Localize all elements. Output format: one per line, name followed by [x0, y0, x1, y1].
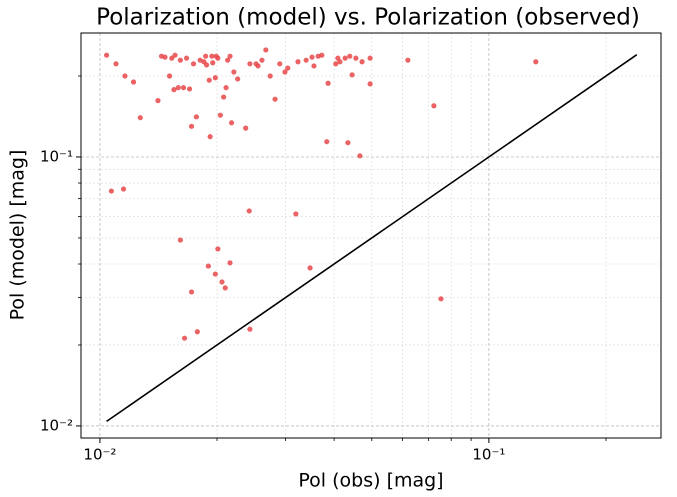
y-axis-label: Pol (model) [mag]	[7, 150, 29, 321]
scatter-point	[228, 120, 235, 126]
scatter-point	[223, 85, 229, 91]
scatter-point	[171, 87, 177, 93]
scatter-point	[177, 57, 183, 63]
scatter-point	[438, 296, 444, 302]
scatter-point	[342, 55, 348, 61]
scatter-point	[188, 289, 195, 295]
x-tick-label: 10⁻²	[83, 446, 116, 464]
scatter-point	[324, 139, 330, 145]
scatter-point	[347, 53, 353, 59]
scatter-point	[267, 73, 273, 79]
scatter-point	[113, 61, 119, 67]
scatter-point	[255, 63, 261, 69]
scatter-point	[209, 53, 215, 59]
scatter-point	[357, 153, 363, 159]
scatter-point	[282, 69, 288, 75]
scatter-point	[219, 279, 225, 285]
chart-title: Polarization (model) vs. Polarization (o…	[96, 5, 640, 31]
x-tick-label: 10⁻¹	[472, 446, 505, 464]
scatter-point	[277, 61, 283, 67]
scatter-point	[227, 260, 233, 266]
scatter-point	[190, 61, 197, 67]
scatter-point	[212, 271, 218, 277]
scatter-point	[210, 60, 216, 66]
scatter-point	[405, 57, 411, 63]
scatter-point	[307, 265, 313, 271]
scatter-point	[263, 47, 269, 53]
y-tick-label: 10⁻²	[40, 416, 73, 434]
scatter-point	[203, 53, 209, 59]
scatter-point	[215, 246, 221, 252]
scatter-point	[225, 57, 231, 63]
scatter-point	[247, 326, 253, 332]
scatter-point	[337, 59, 343, 65]
scatter-point	[180, 85, 187, 91]
scatter-point	[303, 57, 309, 63]
scatter-point	[311, 63, 317, 69]
plot-frame	[80, 32, 662, 439]
scatter-point	[231, 69, 237, 75]
scatter-point	[222, 285, 228, 291]
x-axis-label: Pol (obs) [mag]	[298, 470, 443, 492]
scatter-point	[431, 103, 437, 109]
scatter-point	[293, 211, 299, 217]
scatter-point	[235, 76, 241, 82]
scatter-point	[227, 53, 233, 59]
scatter-point	[193, 114, 199, 120]
scatter-point	[533, 59, 539, 65]
scatter-point	[345, 140, 351, 146]
scatter-point	[207, 134, 213, 140]
scatter-point	[108, 188, 114, 194]
scatter-point	[246, 208, 252, 214]
scatter-point	[183, 55, 190, 61]
scatter-point	[367, 81, 373, 87]
scatter-point	[259, 57, 265, 63]
y-tick-label: 10⁻¹	[40, 147, 73, 165]
scatter-point	[272, 96, 278, 102]
scatter-point	[319, 52, 325, 58]
scatter-point	[215, 55, 221, 61]
scatter-point	[175, 85, 181, 91]
scatter-point	[325, 80, 331, 86]
scatter-point	[188, 123, 195, 129]
scatter-point	[155, 98, 161, 104]
scatter-point	[203, 62, 210, 68]
scatter-point	[130, 79, 137, 85]
scatter-point	[221, 94, 227, 100]
scatter-point	[137, 115, 143, 121]
scatter-point	[186, 86, 193, 92]
scatter-point	[194, 329, 200, 335]
scatter-point	[285, 65, 291, 71]
scatter-point	[172, 52, 178, 58]
scatter-point	[353, 55, 359, 61]
scatter-point	[205, 263, 211, 269]
scatter-point	[247, 61, 253, 67]
reference-line	[106, 54, 638, 423]
scatter-point	[349, 72, 355, 78]
scatter-point	[181, 335, 188, 341]
scatter-point	[212, 75, 218, 81]
scatter-point	[166, 73, 173, 79]
scatter-point	[217, 112, 223, 118]
scatter-point	[120, 186, 127, 192]
scatter-point	[177, 237, 183, 243]
scatter-point	[162, 54, 168, 60]
scatter-point	[309, 54, 315, 60]
scatter-point	[243, 125, 249, 131]
scatter-point	[367, 55, 373, 61]
scatter-point	[333, 61, 339, 67]
scatter-point	[359, 59, 365, 65]
scatter-point	[103, 52, 110, 58]
scatter-point	[295, 59, 301, 65]
scatter-point	[206, 77, 212, 83]
scatter-point	[122, 73, 128, 79]
